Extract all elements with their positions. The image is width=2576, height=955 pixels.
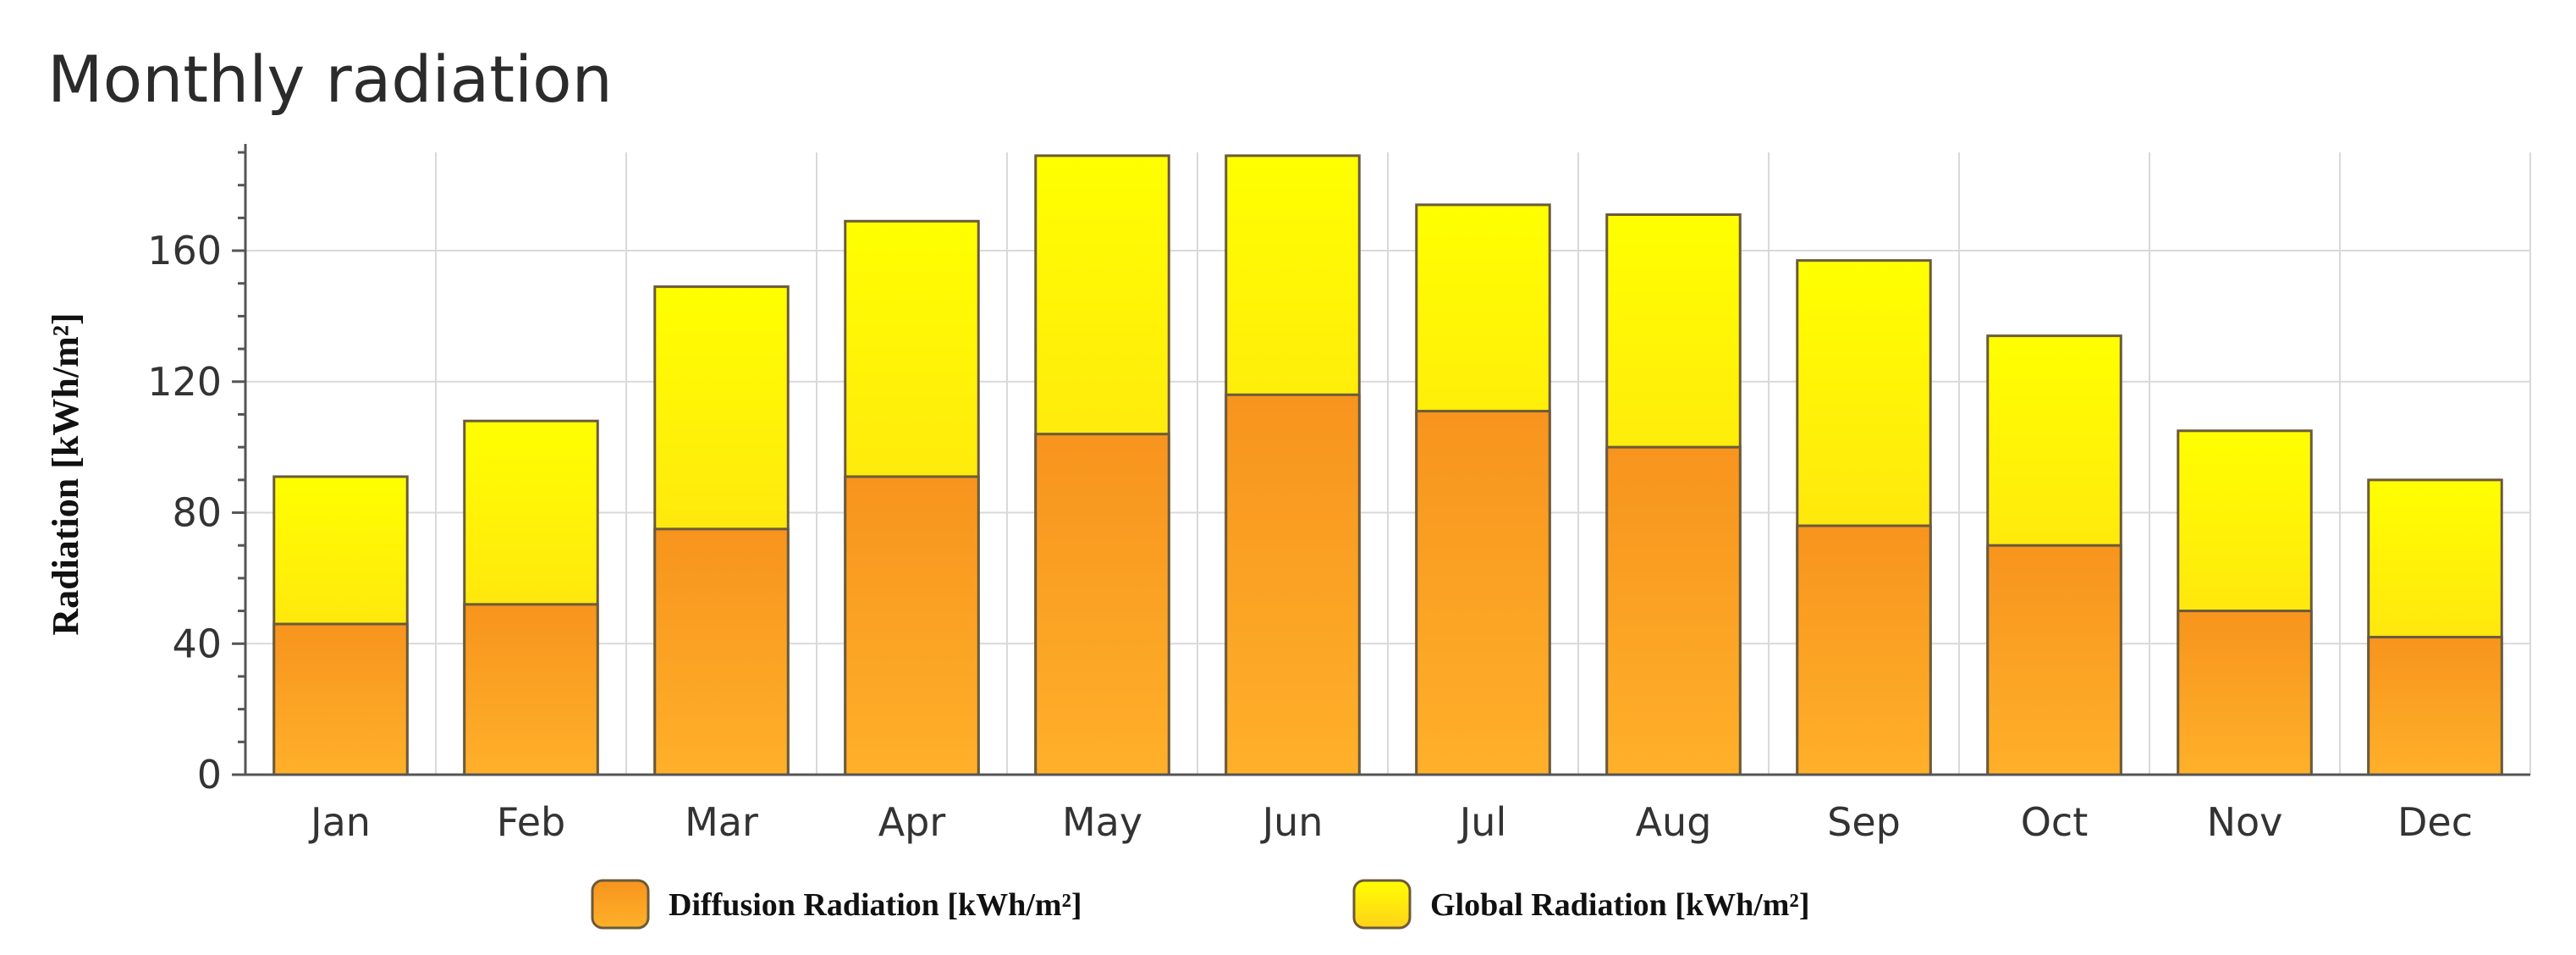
bar-diffusion-nov: [2177, 610, 2313, 776]
legend: Diffusion Radiation [kWh/m²] Global Radia…: [591, 879, 1809, 930]
y-tick-label-160: 160: [147, 228, 222, 273]
x-tick-label-mar: Mar: [685, 799, 758, 845]
bar-diffusion-feb: [463, 603, 599, 776]
x-tick-label-sep: Sep: [1827, 799, 1901, 845]
y-tick-labels: 0 40 80 120 160: [147, 228, 222, 798]
legend-swatch-1: [1352, 879, 1412, 930]
x-tick-label-jan: Jan: [308, 799, 371, 845]
bar-diffusion-jun: [1225, 393, 1361, 776]
x-tick-label-oct: Oct: [2021, 799, 2089, 845]
chart-title: Monthly radiation: [47, 41, 613, 117]
legend-swatch-0: [591, 879, 650, 930]
bar-diffusion-apr: [844, 475, 980, 776]
axes: [232, 144, 2530, 776]
bar-diffusion-sep: [1796, 524, 1932, 776]
bar-diffusion-jan: [272, 622, 409, 776]
bar-diffusion-aug: [1605, 445, 1742, 776]
x-tick-labels: Jan Feb Mar Apr May Jun Jul Aug Sep Oct Nov Dec: [308, 799, 2473, 845]
bar-diffusion-oct: [1986, 544, 2122, 776]
x-tick-label-nov: Nov: [2207, 799, 2283, 845]
x-tick-label-apr: Apr: [878, 799, 946, 845]
bars: [272, 154, 2503, 776]
x-tick-label-may: May: [1062, 799, 1142, 845]
bar-diffusion-jul: [1415, 410, 1551, 776]
x-tick-label-jul: Jul: [1457, 799, 1507, 845]
bar-diffusion-dec: [2367, 636, 2503, 776]
legend-label-1: Global Radiation [kWh/m²]: [1430, 887, 1809, 923]
y-tick-label-40: 40: [172, 621, 222, 666]
y-tick-label-120: 120: [147, 359, 222, 405]
bar-diffusion-may: [1034, 433, 1170, 776]
x-tick-label-jun: Jun: [1260, 799, 1324, 845]
x-tick-label-dec: Dec: [2397, 799, 2473, 845]
y-tick-label-80: 80: [172, 490, 222, 536]
x-tick-label-feb: Feb: [497, 799, 565, 845]
y-axis-label: Radiation [kWh/m²]: [45, 312, 86, 635]
bar-diffusion-mar: [653, 527, 790, 776]
x-tick-label-aug: Aug: [1636, 799, 1712, 845]
y-tick-label-0: 0: [197, 752, 222, 798]
legend-label-0: Diffusion Radiation [kWh/m²]: [669, 887, 1082, 923]
